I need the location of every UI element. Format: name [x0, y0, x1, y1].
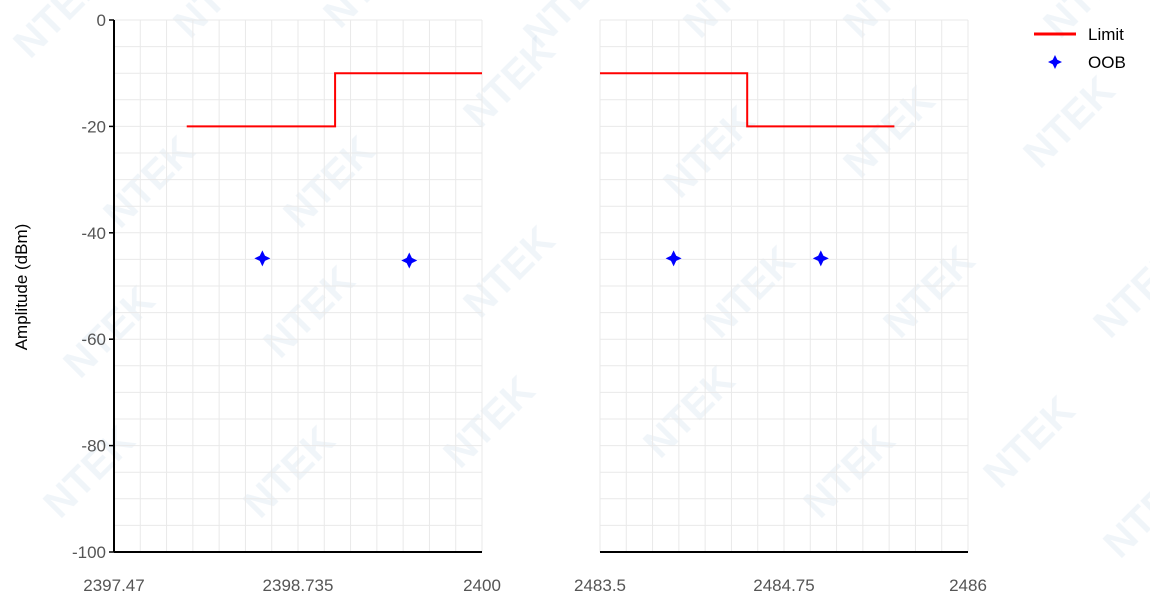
watermark-text: NTEK: [455, 28, 563, 136]
axis-layer: 2397.47 2398.735 2400 0 -20 -40 -60 -80 -100 2483…: [72, 11, 987, 595]
x-tick-label: 2483.5: [574, 576, 626, 595]
watermark-text: NTEK: [5, 0, 113, 66]
watermark-text: NTEK: [875, 238, 983, 346]
oob-point: [254, 250, 271, 267]
x-tick-label: 2486: [949, 576, 987, 595]
oob-point: [401, 252, 418, 269]
legend-label: OOB: [1088, 53, 1126, 72]
x-tick-label: 2400: [463, 576, 501, 595]
watermark-text: NTEK: [975, 388, 1083, 496]
legend: Limit OOB: [1034, 25, 1126, 72]
limit-line: [600, 72, 895, 128]
watermark-text: NTEK: [635, 358, 743, 466]
y-tick-label: -20: [81, 117, 106, 136]
y-tick-label: -60: [81, 330, 106, 349]
oob-point: [665, 250, 682, 267]
watermark-text: NTEK: [315, 0, 423, 36]
watermark-text: NTEK: [435, 368, 543, 476]
x-tick-label: 2484.75: [753, 576, 814, 595]
legend-oob-swatch: [1048, 55, 1062, 69]
y-tick-label: 0: [97, 11, 106, 30]
watermark-text: NTEK: [695, 238, 803, 346]
oob-point: [812, 250, 829, 267]
x-tick-label: 2397.47: [83, 576, 144, 595]
series-layer: [186, 72, 895, 269]
y-tick-label: -80: [81, 437, 106, 456]
watermark-text: NTEK: [455, 218, 563, 326]
y-axis-title: Amplitude (dBm): [12, 224, 31, 351]
watermark-text: NTEK: [1015, 68, 1123, 176]
watermark-text: NTEK: [675, 0, 783, 46]
limit-line: [186, 72, 482, 128]
watermark-text: NTEK: [1085, 238, 1150, 346]
y-tick-label: -100: [72, 543, 106, 562]
watermark-text: NTEK: [55, 278, 163, 386]
grid-layer: [113, 19, 969, 553]
y-tick-label: -40: [81, 224, 106, 243]
watermark-text: NTEK: [275, 128, 383, 236]
watermark-text: NTEK: [1095, 458, 1150, 566]
watermark-text: NTEK: [95, 128, 203, 236]
x-tick-label: 2398.735: [263, 576, 334, 595]
legend-label: Limit: [1088, 25, 1124, 44]
